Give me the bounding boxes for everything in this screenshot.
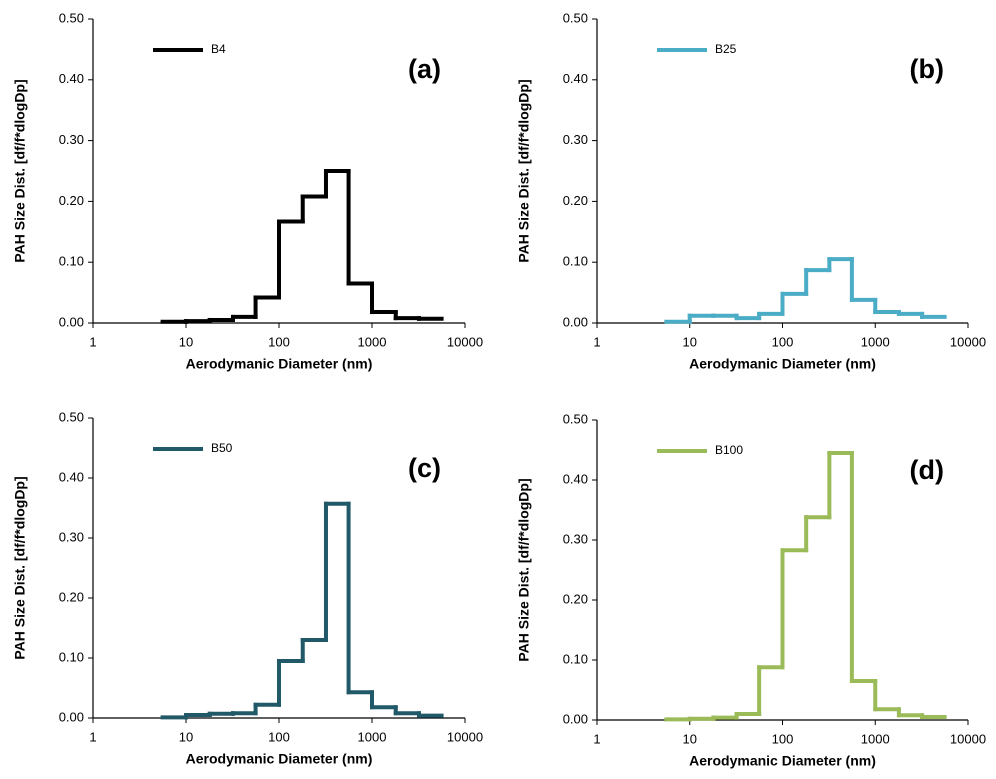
- y-tick-label: 0.20: [563, 591, 588, 606]
- y-axis-label: PAH Size Dist. [df/f*dlogDp]: [516, 478, 532, 661]
- panel-label: (a): [408, 54, 441, 84]
- y-tick-label: 0.40: [59, 71, 84, 86]
- y-axis-label: PAH Size Dist. [df/f*dlogDp]: [12, 476, 28, 659]
- y-tick-label: 0.40: [563, 71, 588, 86]
- x-tick-label: 100: [772, 731, 794, 746]
- x-tick-label: 1: [89, 729, 96, 744]
- x-tick-label: 1000: [358, 334, 387, 349]
- x-tick-label: 100: [268, 334, 290, 349]
- x-axis-label: Aerodymanic Diameter (nm): [186, 356, 373, 372]
- y-tick-label: 0.00: [563, 711, 588, 726]
- x-tick-label: 1: [89, 334, 96, 349]
- x-tick-label: 10: [683, 731, 697, 746]
- x-tick-label: 1000: [861, 334, 890, 349]
- y-tick-label: 0.30: [59, 529, 84, 544]
- x-tick-label: 10: [179, 729, 193, 744]
- legend-label: B50: [211, 441, 233, 455]
- y-tick-label: 0.20: [563, 193, 588, 208]
- y-tick-label: 0.50: [59, 409, 84, 424]
- y-tick-label: 0.10: [59, 649, 84, 664]
- x-tick-label: 1000: [358, 729, 387, 744]
- legend-label: B4: [211, 42, 226, 56]
- x-tick-label: 10000: [447, 334, 483, 349]
- y-tick-label: 0.40: [59, 469, 84, 484]
- x-tick-label: 1: [593, 731, 600, 746]
- x-tick-label: 1000: [861, 731, 890, 746]
- x-axis-label: Aerodymanic Diameter (nm): [186, 751, 373, 767]
- y-tick-label: 0.30: [563, 531, 588, 546]
- y-tick-label: 0.00: [563, 314, 588, 329]
- x-tick-label: 10000: [447, 729, 483, 744]
- y-tick-label: 0.10: [59, 254, 84, 269]
- y-tick-label: 0.50: [59, 10, 84, 25]
- y-tick-label: 0.00: [59, 314, 84, 329]
- y-tick-label: 0.50: [563, 10, 588, 25]
- x-tick-label: 10000: [950, 731, 986, 746]
- legend-label: B100: [715, 443, 743, 457]
- x-axis-label: Aerodymanic Diameter (nm): [689, 356, 876, 372]
- y-tick-label: 0.00: [59, 709, 84, 724]
- legend-label: B25: [715, 42, 737, 56]
- x-tick-label: 10: [683, 334, 697, 349]
- y-tick-label: 0.10: [563, 254, 588, 269]
- y-axis-label: PAH Size Dist. [df/f*dlogDp]: [516, 79, 532, 262]
- y-axis-label: PAH Size Dist. [df/f*dlogDp]: [12, 79, 28, 262]
- y-tick-label: 0.10: [563, 651, 588, 666]
- x-tick-label: 10000: [950, 334, 986, 349]
- y-tick-label: 0.50: [563, 411, 588, 426]
- x-tick-label: 100: [268, 729, 290, 744]
- x-tick-label: 10: [179, 334, 193, 349]
- panel-label: (c): [408, 453, 441, 483]
- y-tick-label: 0.20: [59, 589, 84, 604]
- y-tick-label: 0.40: [563, 471, 588, 486]
- x-tick-label: 100: [772, 334, 794, 349]
- x-axis-label: Aerodymanic Diameter (nm): [689, 753, 876, 769]
- y-tick-label: 0.30: [59, 132, 84, 147]
- panel-label: (d): [910, 455, 944, 485]
- panel-label: (b): [910, 54, 944, 84]
- x-tick-label: 1: [593, 334, 600, 349]
- y-tick-label: 0.20: [59, 193, 84, 208]
- y-tick-label: 0.30: [563, 132, 588, 147]
